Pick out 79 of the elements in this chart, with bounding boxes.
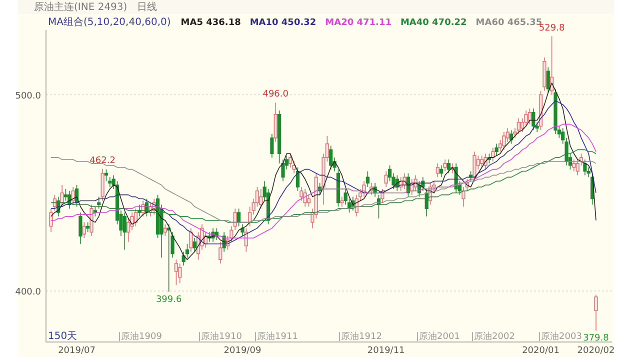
- candlestick: [163, 224, 167, 236]
- candlestick: [594, 294, 598, 332]
- candlestick: [97, 196, 101, 209]
- candlestick: [122, 212, 126, 250]
- annotation: |原油1909: [118, 331, 162, 342]
- candlestick: [436, 163, 440, 178]
- candlestick: [192, 238, 196, 252]
- candlestick: [93, 206, 97, 217]
- annotation: 379.8: [583, 334, 610, 344]
- candlestick: [270, 134, 274, 158]
- candlestick: [550, 36, 554, 96]
- x-tick-label: 2019/07: [58, 346, 96, 356]
- candlestick: [78, 212, 82, 244]
- candlestick: [502, 132, 506, 150]
- candlestick: [572, 159, 576, 172]
- candlestick: [52, 194, 56, 211]
- candlestick: [138, 204, 142, 217]
- candlestick: [218, 242, 222, 264]
- candlestick: [240, 224, 244, 236]
- annotation: 496.0: [262, 90, 289, 100]
- candlestick: [82, 222, 86, 238]
- candlestick: [424, 188, 428, 217]
- line-series: [50, 100, 596, 244]
- candlestick: [546, 66, 550, 94]
- candlestick: [384, 170, 388, 188]
- x-tick-label: 2019/11: [367, 346, 405, 356]
- candlestick: [178, 263, 182, 284]
- candlestick: [134, 208, 138, 227]
- candlestick: [303, 188, 307, 208]
- candlestick: [274, 102, 278, 142]
- annotation: |原油1911: [254, 331, 298, 342]
- candlestick: [583, 159, 587, 176]
- candlestick: [494, 143, 498, 156]
- candlestick: [100, 168, 104, 202]
- annotation: |原油1910: [198, 331, 242, 342]
- annotation: |原油2001: [416, 331, 460, 342]
- y-tick-label: 500.0: [15, 91, 42, 102]
- candlestick: [380, 188, 384, 204]
- line-series: [50, 124, 596, 238]
- candlestick: [440, 164, 444, 178]
- y-tick-label: 400.0: [15, 287, 42, 298]
- x-tick-label: 2019/09: [224, 346, 262, 356]
- candlestick: [491, 147, 495, 162]
- annotation: |原油2003: [538, 331, 582, 342]
- candlestick: [542, 57, 546, 92]
- annotation: |原油1912: [338, 331, 382, 342]
- candlestick: [480, 155, 484, 168]
- candlestick: [336, 168, 340, 208]
- chart-title: 原油主连(INE 2493): [34, 1, 128, 13]
- x-tick-label: 2020/01: [522, 346, 560, 356]
- candlestick: [472, 151, 476, 182]
- annotation: 150天: [48, 331, 78, 342]
- candlestick: [167, 224, 171, 292]
- candlestick: [516, 118, 520, 134]
- line-series: [50, 82, 596, 260]
- candlestick: [446, 159, 451, 174]
- chart-subtitle: 日线: [137, 1, 158, 13]
- candlestick: [259, 188, 263, 209]
- x-tick-label: 2020/02: [577, 346, 615, 356]
- candlestick: [86, 222, 90, 233]
- candlestick: [60, 184, 64, 208]
- candlestick: [49, 208, 53, 233]
- candlestick: [510, 130, 514, 144]
- candlestick: [329, 145, 333, 170]
- candlestick: [296, 166, 300, 192]
- candlestick: [532, 108, 536, 130]
- candlestick: [528, 108, 532, 125]
- candlestick: [90, 204, 94, 236]
- annotation: 399.6: [156, 294, 182, 305]
- candlestick: [189, 228, 193, 252]
- candlestick: [237, 208, 241, 227]
- candlestick: [554, 88, 558, 134]
- candlestick: [340, 196, 344, 208]
- candlestick: [443, 159, 447, 172]
- candlestick: [366, 170, 370, 188]
- annotation: 529.8: [538, 23, 565, 34]
- annotation: |原油2002: [471, 331, 515, 342]
- annotation: 462.2: [90, 156, 116, 166]
- candlestick: [174, 259, 178, 286]
